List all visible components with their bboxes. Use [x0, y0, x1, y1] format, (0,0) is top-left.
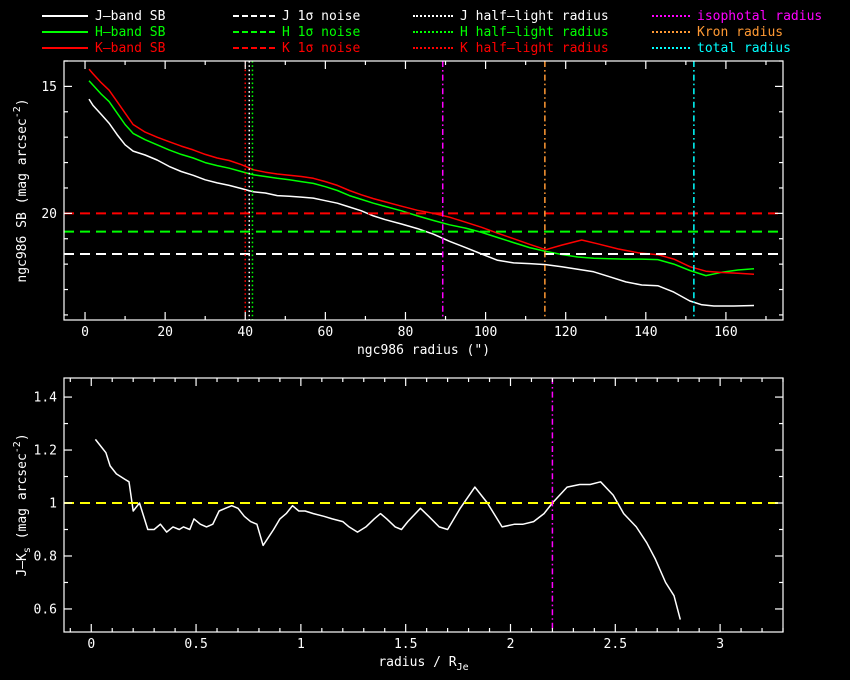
x-tick-label: 2.5 [604, 637, 627, 652]
x-tick-label: 1.5 [394, 637, 417, 652]
legend-label: H–band SB [95, 25, 166, 40]
legend-label: K 1σ noise [282, 41, 361, 56]
dotted-line-swatch-icon [413, 47, 453, 49]
legend-label: H 1σ noise [282, 25, 361, 40]
dashed-line-swatch-icon [233, 31, 275, 33]
axes-frame [63, 377, 784, 633]
series-K [88, 68, 755, 276]
solid-line-swatch-icon [42, 31, 88, 33]
dotted-line-swatch-icon [652, 31, 690, 33]
y-axis-title-color-profile: J–Ks (mag arcsec-2) [12, 433, 33, 576]
y-tick-label: 1.4 [34, 391, 58, 406]
legend-label: total radius [697, 41, 791, 56]
legend-label: H half–light radius [460, 25, 609, 40]
legend-label: J 1σ noise [282, 9, 361, 24]
series-H [88, 80, 755, 277]
legend-label: isophotal radius [697, 9, 823, 24]
y-tick-label: 0.6 [34, 602, 57, 617]
x-tick-label: 120 [554, 325, 577, 340]
legend-label: J–band SB [95, 9, 166, 24]
x-tick-label: 40 [237, 325, 253, 340]
x-tick-label: 0.5 [184, 637, 207, 652]
x-tick-label: 20 [157, 325, 173, 340]
dotted-line-swatch-icon [413, 31, 453, 33]
x-tick-label: 0 [87, 637, 95, 652]
y-tick-label: 1.2 [34, 444, 57, 459]
x-tick-label: 160 [714, 325, 737, 340]
x-axis-title-sb-profile: ngc986 radius (") [357, 343, 490, 358]
x-tick-label: 3 [716, 637, 724, 652]
x-tick-label: 0 [81, 325, 89, 340]
legend-label: K half–light radius [460, 41, 609, 56]
x-tick-label: 60 [318, 325, 334, 340]
legend: J–band SB H–band SB K–band SB J 1σ noise H 1… [0, 0, 850, 56]
x-tick-label: 2 [507, 637, 515, 652]
y-axis-title-sb-profile: ngc986 SB (mag arcsec-2) [12, 98, 30, 282]
legend-label: K–band SB [95, 41, 166, 56]
x-tick-label: 80 [398, 325, 414, 340]
dotted-line-swatch-icon [652, 15, 690, 17]
dashed-line-swatch-icon [233, 47, 275, 49]
series-JK [94, 438, 682, 620]
legend-label: J half–light radius [460, 9, 609, 24]
x-tick-label: 140 [634, 325, 657, 340]
y-tick-label: 20 [41, 207, 57, 222]
axes-frame [63, 60, 784, 321]
dotted-line-swatch-icon [413, 15, 453, 17]
y-tick-label: 1 [49, 497, 57, 512]
x-tick-label: 100 [474, 325, 497, 340]
x-tick-label: 1 [297, 637, 305, 652]
series-J [88, 98, 755, 307]
dotted-line-swatch-icon [652, 47, 690, 49]
y-tick-label: 15 [41, 80, 57, 95]
legend-label: Kron radius [697, 25, 784, 40]
solid-line-swatch-icon [42, 15, 88, 17]
x-axis-title-color-profile: radius / RJe [378, 655, 468, 673]
solid-line-swatch-icon [42, 47, 88, 49]
y-tick-label: 0.8 [34, 549, 57, 564]
dashed-line-swatch-icon [233, 15, 275, 17]
